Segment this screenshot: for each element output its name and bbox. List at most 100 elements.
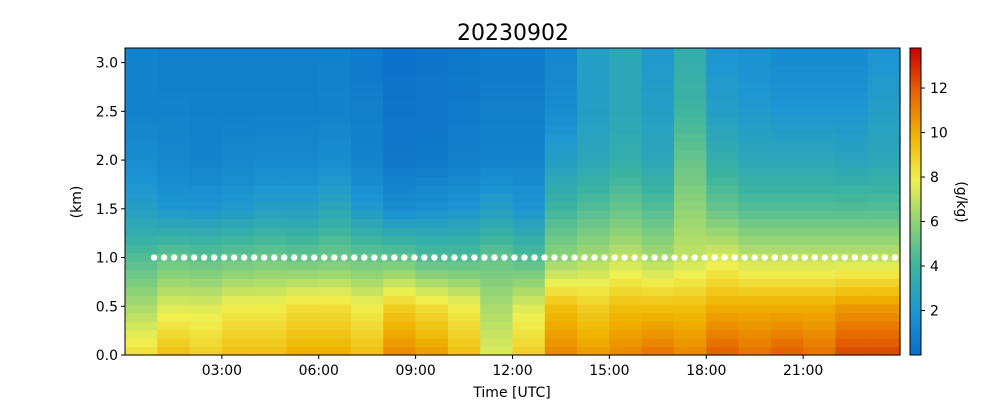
marker-dot (781, 254, 788, 261)
heatmap-cell (286, 286, 320, 296)
heatmap-cell (609, 210, 643, 220)
heatmap-cell (415, 320, 449, 331)
heatmap-cell (867, 218, 901, 228)
heatmap-cell (738, 141, 772, 151)
heatmap-cell (480, 73, 514, 83)
heatmap-cell (835, 218, 869, 228)
heatmap-cell (125, 107, 158, 117)
heatmap-cell (544, 116, 578, 126)
heatmap-cell (738, 235, 772, 245)
heatmap-cell (415, 261, 449, 271)
heatmap-cell (383, 99, 417, 109)
heatmap-cell (544, 278, 578, 288)
heatmap-cell (351, 99, 384, 109)
heatmap-cell (609, 90, 643, 100)
y-tick-label: 3.0 (96, 56, 118, 72)
heatmap-cell (189, 244, 223, 254)
heatmap-cell (221, 107, 255, 117)
marker-dot (421, 254, 428, 261)
heatmap-cell (867, 337, 901, 348)
heatmap-cell (286, 210, 320, 220)
heatmap-cell (835, 337, 869, 348)
heatmap-cell (641, 167, 675, 177)
heatmap-cell (480, 158, 514, 168)
heatmap-cell (286, 269, 320, 279)
heatmap-cell (706, 227, 740, 237)
heatmap-cell (641, 175, 675, 186)
heatmap-cell (415, 167, 449, 177)
heatmap-cell (415, 124, 449, 134)
heatmap-cell (254, 133, 288, 143)
marker-dot (521, 254, 528, 261)
heatmap-cell (770, 244, 804, 254)
marker-dot (571, 254, 578, 261)
heatmap-cell (738, 303, 772, 313)
heatmap-cell (383, 150, 417, 160)
heatmap-cell (770, 261, 804, 271)
heatmap-cell (609, 201, 643, 211)
heatmap-cell (641, 124, 675, 134)
heatmap-cell (738, 329, 772, 339)
heatmap-cell (254, 286, 288, 296)
heatmap-cell (706, 312, 740, 322)
heatmap-cell (577, 346, 610, 356)
heatmap-cell (383, 227, 417, 237)
heatmap-cell (577, 303, 610, 313)
heatmap-cell (577, 218, 610, 228)
heatmap-cell (351, 278, 384, 288)
heatmap-cell (577, 312, 610, 322)
heatmap-cell (673, 278, 707, 288)
marker-dot (220, 254, 228, 261)
marker-dot (671, 254, 678, 261)
heatmap-cell (867, 295, 901, 305)
heatmap-cell (415, 184, 449, 194)
heatmap-cell (673, 286, 707, 296)
heatmap-cell (221, 337, 255, 348)
heatmap-cell (803, 261, 837, 271)
heatmap-cell (221, 56, 255, 66)
heatmap-cell (447, 116, 481, 126)
heatmap-cell (803, 192, 837, 203)
marker-dot (661, 254, 668, 261)
heatmap-cell (383, 278, 417, 288)
heatmap-cell (157, 201, 191, 211)
heatmap-cell (673, 90, 707, 100)
heatmap-cell (770, 210, 804, 220)
heatmap-cell (157, 99, 191, 109)
heatmap-cell (286, 158, 320, 168)
heatmap-cell (544, 210, 578, 220)
heatmap-cell (383, 65, 417, 75)
heatmap-cell (383, 73, 417, 83)
heatmap-cell (803, 218, 837, 228)
heatmap-cell (318, 90, 352, 100)
heatmap-cell (189, 286, 223, 296)
heatmap-cell (480, 133, 514, 143)
heatmap-cell (157, 65, 191, 75)
heatmap-cell (254, 56, 288, 66)
heatmap-cell (738, 218, 772, 228)
heatmap-cell (512, 99, 546, 109)
heatmap-cell (609, 320, 643, 331)
heatmap-cell (254, 210, 288, 220)
colorbar-tick-label: 2 (930, 304, 939, 320)
x-axis: 03:00 06:00 09:00 12:00 15:00 18:00 21:00 (202, 355, 823, 379)
heatmap-cell (770, 90, 804, 100)
heatmap-cell (415, 158, 449, 168)
heatmap-cell (738, 116, 772, 126)
heatmap-cell (221, 201, 255, 211)
heatmap-cell (447, 184, 481, 194)
heatmap-cell (318, 167, 352, 177)
heatmap-cell (738, 48, 772, 58)
heatmap-cell (835, 107, 869, 117)
marker-dot (160, 254, 168, 261)
heatmap-cell (221, 158, 255, 168)
y-axis-label: (km) (69, 186, 85, 219)
heatmap-cell (770, 184, 804, 194)
heatmap-cell (125, 82, 158, 92)
heatmap-cell (770, 218, 804, 228)
heatmap-cell (318, 56, 352, 66)
heatmap-cell (512, 90, 546, 100)
heatmap-cell (803, 56, 837, 66)
heatmap-cell (351, 175, 384, 186)
heatmap-cell (351, 192, 384, 203)
